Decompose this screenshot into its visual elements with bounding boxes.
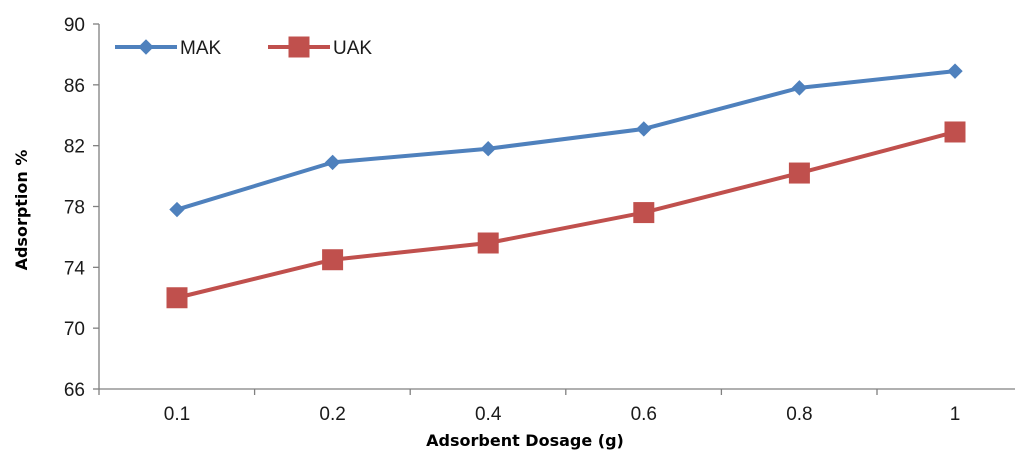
series-mak [169,63,963,218]
y-tick-label: 70 [64,319,85,340]
data-point-mak [480,141,496,157]
series-layer [166,63,966,309]
y-tick-label: 78 [64,198,85,219]
x-tick-label: 0.6 [631,404,657,425]
y-tick-label: 90 [64,15,85,36]
data-point-mak [947,63,963,79]
legend-label-uak: UAK [333,38,372,59]
x-tick-label: 0.1 [164,404,190,425]
y-tick-label: 66 [64,380,85,401]
legend: MAK UAK [115,36,372,59]
y-tick-label: 86 [64,76,85,97]
legend-item-uak: UAK [268,36,372,59]
legend-label-mak: MAK [180,38,222,59]
data-point-mak [324,154,341,171]
x-axis: 0.1 0.2 0.4 0.6 0.8 1 [98,388,1015,425]
data-point-mak [169,201,185,218]
data-point-mak [791,80,808,96]
x-tick-label: 0.8 [786,404,812,425]
legend-item-mak: MAK [115,38,222,59]
series-uak [166,121,966,309]
x-tick-label: 0.2 [319,404,345,425]
x-tick-label: 1 [950,404,961,425]
data-point-uak [322,249,344,271]
y-axis-title: Adsorption % [12,150,31,271]
legend-marker-uak [288,36,310,58]
legend-marker-mak [138,39,154,55]
data-point-uak [633,202,655,224]
data-point-uak [944,121,966,143]
series-line-uak [175,129,957,300]
y-tick-label: 82 [64,137,85,158]
series-line-mak [175,69,957,212]
data-point-mak [636,121,652,137]
y-tick-label: 74 [64,258,86,279]
data-point-uak [788,162,810,184]
y-axis: 66 70 74 78 82 86 90 [64,15,100,401]
x-axis-title: Adsorbent Dosage (g) [426,431,624,450]
x-tick-label: 0.4 [475,404,502,425]
data-point-uak [477,232,499,254]
data-point-uak [166,287,188,309]
